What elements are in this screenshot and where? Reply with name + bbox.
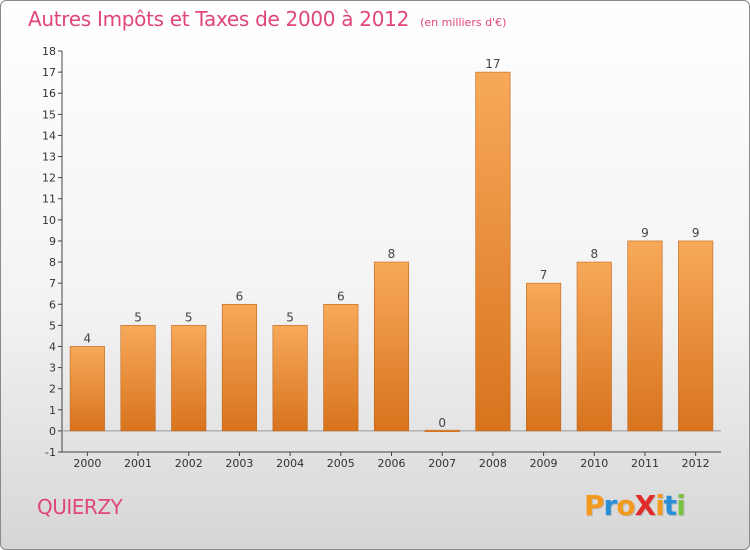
bar-value-label: 6 xyxy=(236,289,244,303)
y-tick-label: 11 xyxy=(42,193,56,206)
y-tick-label: 14 xyxy=(42,129,56,142)
y-tick-label: 10 xyxy=(42,214,56,227)
bar-value-label: 5 xyxy=(286,310,294,324)
chart-x-tick-labels: 2000 2001 2002 2003 2004 2005 2006 2007 2008 2009… xyxy=(73,457,709,470)
bar xyxy=(425,430,459,432)
logo-letter: r xyxy=(604,489,617,522)
proxiti-logo[interactable]: ProXiti xyxy=(584,489,685,522)
bar xyxy=(70,346,104,430)
y-tick-label: 8 xyxy=(49,256,56,269)
logo-letter: t xyxy=(664,489,676,522)
y-tick-label: 0 xyxy=(49,425,56,438)
y-tick-label: 3 xyxy=(49,362,56,375)
y-tick-label: -1 xyxy=(45,446,56,459)
y-tick-label: 7 xyxy=(49,277,56,290)
bar xyxy=(628,241,662,431)
x-tick-label: 2001 xyxy=(124,457,152,470)
logo-letter: i xyxy=(676,489,685,522)
logo-letter: P xyxy=(584,489,604,522)
y-tick-label: 15 xyxy=(42,108,56,121)
bar xyxy=(324,304,358,431)
bar xyxy=(273,325,307,431)
bar-value-label: 7 xyxy=(540,268,548,282)
y-tick-label: 5 xyxy=(49,319,56,332)
x-tick-label: 2009 xyxy=(530,457,558,470)
y-tick-label: 13 xyxy=(42,151,56,164)
x-tick-label: 2010 xyxy=(580,457,608,470)
logo-letter: X xyxy=(635,489,656,522)
bar xyxy=(678,241,712,431)
y-tick-label: 2 xyxy=(49,383,56,396)
y-tick-label: 9 xyxy=(49,235,56,248)
y-tick-label: 16 xyxy=(42,87,56,100)
y-tick-label: 12 xyxy=(42,172,56,185)
bar-value-label: 4 xyxy=(84,331,92,345)
y-tick-label: 1 xyxy=(49,404,56,417)
bar xyxy=(171,325,205,431)
bar-value-label: 9 xyxy=(641,226,649,240)
y-tick-label: 17 xyxy=(42,66,56,79)
bar xyxy=(222,304,256,431)
x-tick-label: 2006 xyxy=(378,457,406,470)
bar-value-label: 5 xyxy=(134,310,142,324)
bar xyxy=(577,262,611,431)
x-tick-label: 2005 xyxy=(327,457,355,470)
bar xyxy=(374,262,408,431)
bar-value-label: 5 xyxy=(185,310,193,324)
x-tick-label: 2003 xyxy=(225,457,253,470)
x-tick-label: 2007 xyxy=(428,457,456,470)
bar-value-label: 0 xyxy=(438,416,446,430)
x-tick-label: 2004 xyxy=(276,457,304,470)
x-tick-label: 2000 xyxy=(73,457,101,470)
bar xyxy=(476,72,510,431)
bar-value-label: 9 xyxy=(692,226,700,240)
logo-letter: i xyxy=(655,489,664,522)
logo-letter: o xyxy=(616,489,634,522)
bar-value-label: 8 xyxy=(590,247,598,261)
bar-value-label: 17 xyxy=(485,57,500,71)
x-tick-label: 2012 xyxy=(682,457,710,470)
bar-value-label: 6 xyxy=(337,289,345,303)
bar-value-label: 8 xyxy=(388,247,396,261)
x-tick-label: 2008 xyxy=(479,457,507,470)
commune-name: QUIERZY xyxy=(37,495,122,519)
bar xyxy=(526,283,560,431)
y-tick-label: 18 xyxy=(42,45,56,58)
x-tick-label: 2011 xyxy=(631,457,659,470)
bar xyxy=(121,325,155,431)
x-tick-label: 2002 xyxy=(175,457,203,470)
y-tick-label: 6 xyxy=(49,298,56,311)
y-tick-label: 4 xyxy=(49,340,56,353)
